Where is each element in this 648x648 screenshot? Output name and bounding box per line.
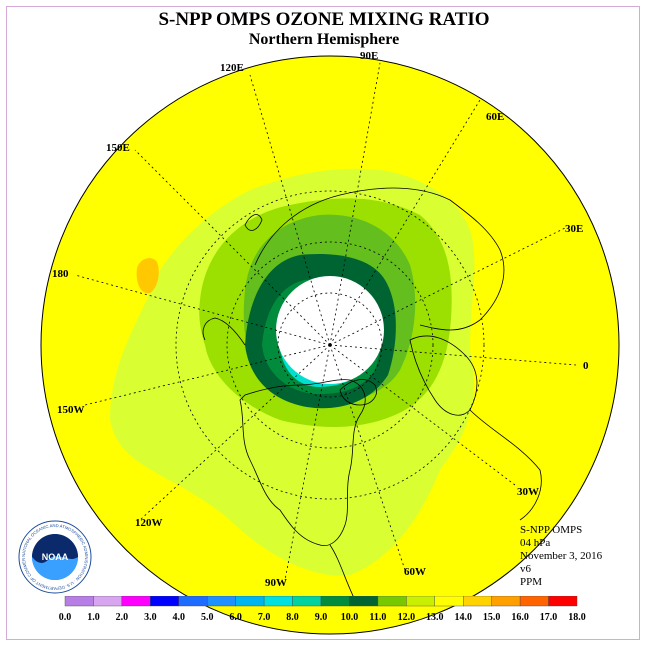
noaa-logo: NATIONAL OCEANIC AND ATMOSPHERIC ADMINIS… bbox=[18, 520, 92, 594]
colorbar bbox=[64, 596, 578, 607]
colorbar-tick-label: 12.0 bbox=[397, 612, 416, 623]
colorbar-tick-label: 6.0 bbox=[229, 612, 242, 623]
lon-label-180: 180 bbox=[52, 268, 69, 280]
colorbar-swatch bbox=[491, 596, 521, 607]
colorbar-swatch bbox=[519, 596, 549, 607]
greenland-coast bbox=[339, 379, 377, 406]
colorbar-swatch bbox=[548, 596, 578, 607]
meridian-180 bbox=[74, 274, 331, 346]
colorbar-swatch bbox=[235, 596, 265, 607]
lat-circle-70 bbox=[226, 241, 434, 449]
lon-label-30e: 30E bbox=[565, 223, 584, 235]
meridian-120w bbox=[139, 344, 331, 521]
colorbar-tick-label: 11.0 bbox=[369, 612, 387, 623]
colorbar-tick-label: 17.0 bbox=[539, 612, 558, 623]
lon-label-60e: 60E bbox=[486, 111, 505, 123]
lon-label-90e: 90E bbox=[360, 50, 379, 62]
colorbar-swatch bbox=[463, 596, 492, 607]
units-text: PPM bbox=[520, 576, 543, 588]
colorbar-tick-label: 9.0 bbox=[314, 612, 328, 623]
colorbar-swatch bbox=[178, 596, 208, 607]
meridians bbox=[74, 62, 577, 581]
lon-label-120e: 120E bbox=[220, 62, 244, 74]
logo-text: NOAA bbox=[42, 552, 69, 562]
alaska-coast bbox=[202, 317, 246, 346]
colorbar-swatch bbox=[64, 596, 94, 607]
colorbar-tick-label: 1.0 bbox=[87, 612, 100, 623]
colorbar-swatch bbox=[263, 596, 293, 607]
meridian-150w bbox=[84, 344, 331, 406]
colorbar-tick-label: 14.0 bbox=[454, 612, 472, 623]
colorbar-swatch bbox=[292, 596, 322, 607]
meridian-150e bbox=[134, 149, 331, 346]
lon-label-60w: 60W bbox=[404, 566, 426, 578]
colorbar-swatch bbox=[377, 596, 407, 607]
lon-label-120w: 120W bbox=[135, 517, 163, 529]
colorbar-tick-label: 2.0 bbox=[115, 612, 129, 623]
japan-coast bbox=[244, 214, 263, 231]
lon-label-150w: 150W bbox=[57, 404, 85, 416]
colorbar-tick-label: 16.0 bbox=[511, 612, 529, 623]
colorbar-tick-label: 5.0 bbox=[200, 612, 214, 623]
meridian-120e bbox=[249, 74, 331, 346]
metadata-block: S-NPP OMPS 04 hPa November 3, 2016 v6 PP… bbox=[520, 524, 602, 589]
colorbar-tick-label: 4.0 bbox=[172, 612, 186, 623]
colorbar-swatch bbox=[434, 596, 464, 607]
lon-label-0: 0 bbox=[583, 360, 589, 372]
colorbar-tick-label: 0.0 bbox=[58, 612, 72, 623]
south-america-coast bbox=[329, 544, 356, 601]
colorbar-tick-label: 10.0 bbox=[340, 612, 359, 623]
colorbar-tick-label: 3.0 bbox=[144, 612, 157, 623]
instrument-text: S-NPP OMPS bbox=[520, 524, 583, 536]
north-america-coast bbox=[239, 379, 366, 547]
colorbar-swatch bbox=[150, 596, 179, 607]
colorbar-swatch bbox=[349, 596, 379, 607]
colorbar-swatch bbox=[406, 596, 435, 607]
ozone-field-14ppm bbox=[136, 258, 159, 294]
colorbar-swatch bbox=[93, 596, 123, 607]
colorbar-tick-label: 13.0 bbox=[426, 612, 444, 623]
colorbar-swatch bbox=[320, 596, 350, 607]
meridian-0 bbox=[329, 344, 577, 366]
level-text: 04 hPa bbox=[520, 537, 551, 549]
meridian-30e bbox=[329, 227, 566, 346]
lon-label-90w: 90W bbox=[265, 577, 287, 589]
colorbar-tick-label: 15.0 bbox=[482, 612, 501, 623]
asia-coast bbox=[254, 187, 505, 331]
lat-circle-80 bbox=[277, 292, 383, 398]
version-text: v6 bbox=[520, 563, 531, 575]
colorbar-tick-label: 18.0 bbox=[568, 612, 586, 623]
lon-label-150e: 150E bbox=[106, 142, 130, 154]
meridian-30w bbox=[329, 344, 516, 486]
colorbar-tick-label: 8.0 bbox=[286, 612, 299, 623]
colorbar-swatch bbox=[121, 596, 151, 607]
no-data-region bbox=[276, 276, 384, 384]
colorbar-tick-label: 7.0 bbox=[257, 612, 271, 623]
colorbar-swatch bbox=[207, 596, 236, 607]
figure-frame bbox=[6, 6, 640, 640]
map-subtitle: Northern Hemisphere bbox=[248, 31, 400, 48]
map-title: S-NPP OMPS OZONE MIXING RATIO bbox=[158, 9, 490, 30]
africa-coast bbox=[469, 409, 542, 521]
latitude-circles bbox=[175, 190, 485, 500]
lat-circle-60 bbox=[175, 190, 485, 500]
map-boundary bbox=[40, 55, 620, 635]
lon-label-30w: 30W bbox=[517, 486, 539, 498]
date-text: November 3, 2016 bbox=[520, 550, 603, 562]
